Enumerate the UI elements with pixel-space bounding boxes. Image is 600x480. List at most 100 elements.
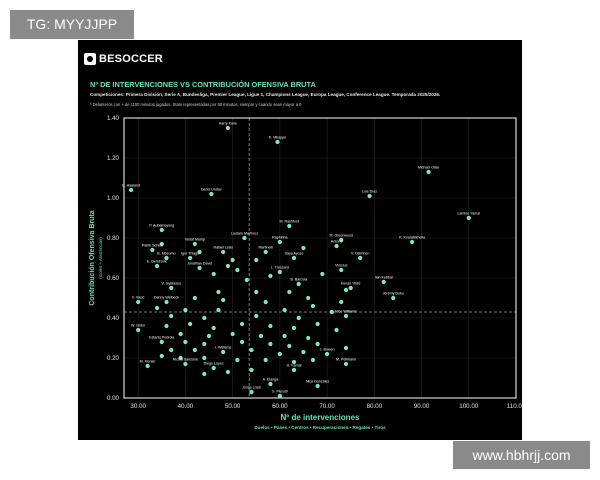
x-tick-label: 50.00 [225,403,241,410]
x-axis-sublabel: Duelos • Pases • Centros • Recuperacione… [254,425,386,430]
data-point [169,285,174,291]
point-label: Luis Díaz [362,190,377,194]
y-tick-label: 0.40 [107,315,120,322]
x-tick-label: 100.00 [459,403,478,410]
data-point [282,307,287,313]
data-point [334,243,339,249]
point-label: Jonas Lossl [242,386,261,390]
point-label: Estanis Pedrola [149,336,174,340]
data-point [183,307,188,313]
data-point [275,139,280,145]
data-point [188,321,193,327]
data-point [343,361,349,367]
y-tick-label: 1.00 [107,195,120,202]
point-label: I. Williams [215,346,232,350]
data-point [183,339,188,345]
point-label: V. Vasić [132,296,145,300]
data-point [188,255,193,261]
point-label: M. Monier [140,360,157,364]
data-point [225,263,231,269]
data-points [128,125,471,399]
point-label: Vinicius [335,264,348,268]
data-point [154,305,160,311]
data-point [225,125,231,131]
data-point [339,237,344,243]
data-point [221,249,226,255]
data-point [211,325,216,331]
data-point [211,271,216,277]
point-label: E. Demirovic [147,260,168,264]
point-label: P. Aubameyang [149,224,174,228]
data-point [206,333,212,339]
data-point [136,299,141,305]
point-label: Diego López [204,362,224,366]
data-point [235,357,240,363]
point-label: Igor Thiago [181,252,199,256]
data-point [230,257,235,263]
data-point [268,381,273,387]
point-label: V. Gyökeres [162,282,182,286]
data-point [221,349,226,355]
data-point [296,281,301,287]
point-label: H. Kamal [287,364,302,368]
point-label: K. Kvaratskhelia [399,236,425,240]
data-point [202,355,207,361]
data-point [277,269,282,275]
data-point [209,191,214,197]
data-point [310,303,316,309]
point-label: Danny Welbeck [154,296,179,300]
data-point [263,299,268,305]
point-label: Michael Olise [418,166,440,170]
data-point [197,249,202,255]
data-point [211,365,216,371]
data-point [239,339,245,345]
point-label: Kenan Yildiz [341,282,361,286]
point-label: S. Pierotti [272,390,288,394]
data-point [178,331,183,337]
data-point [159,241,164,247]
data-point [221,297,226,303]
point-label: B. Mbeumo [157,252,175,256]
point-label: Antony [331,240,342,244]
data-point [348,285,353,291]
point-label: Patrik Schick [142,244,163,248]
data-point [426,169,431,175]
data-point [145,363,150,369]
data-point [169,347,174,353]
point-label: Jérémy Doku [383,292,404,296]
data-point [334,327,339,333]
data-point [277,239,282,245]
data-point [287,289,292,295]
data-point [159,353,164,359]
data-point [291,255,297,261]
point-label: B. Barcola [290,278,307,282]
data-point [268,323,273,329]
point-label: Harry Kane [219,122,237,126]
chart-title: Nº DE INTERVENCIONES VS CONTRIBUCIÓN OFE… [90,80,316,89]
data-point [320,271,325,277]
data-point [249,389,254,395]
y-tick-label: 0.60 [107,275,120,282]
data-point [202,341,207,347]
data-point [258,333,264,339]
point-label: Raphinha [272,236,287,240]
data-point [254,313,259,319]
data-point [242,235,247,241]
data-point [249,347,254,353]
x-tick-label: 30.00 [130,403,146,410]
data-point [136,327,141,333]
data-point [216,307,221,313]
data-point [183,361,188,367]
data-point [310,357,316,363]
data-point [324,351,330,357]
data-point [291,325,297,331]
data-point [277,393,282,399]
data-point [169,313,174,319]
point-label: J. Bowen [320,348,335,352]
data-point [202,315,207,321]
data-point [216,289,221,295]
data-point [154,263,160,269]
point-label: Jonathan David [187,262,212,266]
point-label: Saya Ayoze [285,252,304,256]
point-labels: Harry Kane K. Mbappé Michael Olise E. Haala… [122,122,480,394]
